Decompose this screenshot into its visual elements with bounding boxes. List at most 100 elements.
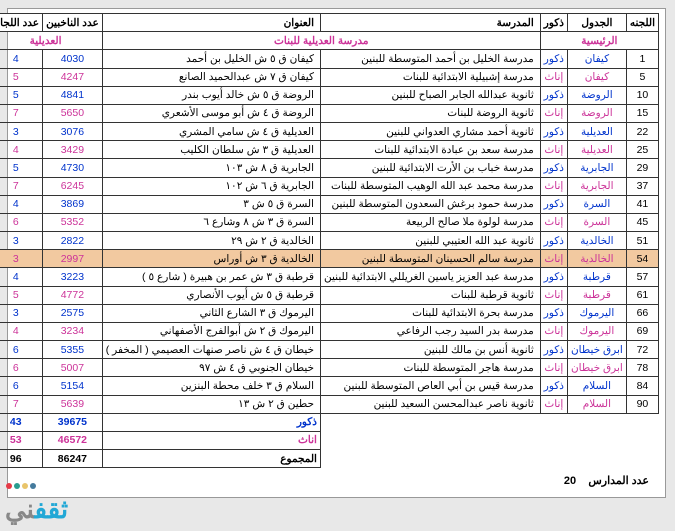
logo-dot — [31, 483, 37, 489]
table-row: 69اليرموكإناثمدرسة بدر السيد رجب الرفاعي… — [0, 322, 660, 340]
table-row: 72ابرق خيطانذكورثانوية أنس بن مالك للبني… — [0, 341, 660, 359]
schools-count: 20 — [565, 475, 577, 487]
cell-voters: 5352 — [44, 213, 104, 231]
table-row: 66اليرموكذكورمدرسة بحرة الابتدائية للبنا… — [0, 304, 660, 322]
cell-lajna: 72 — [627, 341, 659, 359]
cell-lajna: 22 — [627, 123, 659, 141]
cell-school: ثانوية ناصر عبدالمحسن السعيد للبنين — [321, 395, 541, 413]
cell-lijan: 7 — [0, 177, 44, 195]
cell-address: حطين ق ٢ ش ١٣ — [103, 395, 321, 413]
table-row: 22العديليةذكورثانوية أحمد مشاري العدواني… — [0, 123, 660, 141]
cell-address: السلام ق ٣ خلف محطة البنزين — [103, 377, 321, 395]
cell-address: خيطان ق ٤ ش ناصر صنهات العصيمي ( المخفر … — [103, 341, 321, 359]
cell-lajna: 29 — [627, 159, 659, 177]
sub-left: العديلية — [0, 32, 103, 50]
cell-jadwal: ابرق خيطان — [568, 341, 627, 359]
cell-school: مدرسة الخليل بن أحمد المتوسطة للبنين — [321, 50, 541, 68]
cell-school: ثانوية أحمد مشاري العدواني للبنين — [321, 123, 541, 141]
cell-voters: 4030 — [44, 50, 104, 68]
cell-gender: ذكور — [541, 304, 568, 322]
cell-lijan: 6 — [0, 213, 44, 231]
cell-school: مدرسة لولوة ملا صالح الربيعة — [321, 213, 541, 231]
logo-text-1: ثقف — [36, 494, 70, 524]
hdr-address: العنوان — [103, 14, 321, 32]
cell-school: مدرسة عبد العزيز ياسين الغريللي الابتدائ… — [321, 268, 541, 286]
total-label: اناث — [103, 431, 321, 449]
total-lijan: 43 — [0, 413, 44, 431]
header-row: اللجنه الجدول ذكور المدرسة العنوان عدد ا… — [0, 14, 660, 32]
cell-voters: 5355 — [44, 341, 104, 359]
cell-lajna: 57 — [627, 268, 659, 286]
logo-dot — [23, 483, 29, 489]
cell-voters: 4247 — [44, 68, 104, 86]
cell-school: ثانوية عبدالله الجابر الصباح للبنين — [321, 86, 541, 104]
cell-voters: 4772 — [44, 286, 104, 304]
voter-table-sheet: اللجنه الجدول ذكور المدرسة العنوان عدد ا… — [8, 8, 667, 498]
cell-lijan: 5 — [0, 86, 44, 104]
cell-voters: 3076 — [44, 123, 104, 141]
cell-address: الجابرية ق ٨ ش ١٠٣ — [103, 159, 321, 177]
cell-lajna: 51 — [627, 232, 659, 250]
hdr-jadwal: الجدول — [568, 14, 627, 32]
cell-lijan: 3 — [0, 250, 44, 268]
cell-lijan: 7 — [0, 395, 44, 413]
cell-gender: ذكور — [541, 377, 568, 395]
cell-lajna: 1 — [627, 50, 659, 68]
table-row: 25العديليةإناثمدرسة سعد بن عبادة الابتدا… — [0, 141, 660, 159]
cell-gender: إناث — [541, 104, 568, 122]
cell-school: ثانوية الروضة للبنات — [321, 104, 541, 122]
cell-address: العديلية ق ٣ ش سلطان الكليب — [103, 141, 321, 159]
cell-jadwal: الخالدية — [568, 232, 627, 250]
cell-voters: 5007 — [44, 359, 104, 377]
cell-school: مدرسة حمود برغش السعدون المتوسطة للبنين — [321, 195, 541, 213]
cell-jadwal: الجابرية — [568, 177, 627, 195]
voter-table: اللجنه الجدول ذكور المدرسة العنوان عدد ا… — [0, 13, 660, 468]
cell-jadwal: اليرموك — [568, 304, 627, 322]
cell-address: السرة ق ٥ ش ٣ — [103, 195, 321, 213]
table-row: 29الجابريةذكورمدرسة خباب بن الأرت الابتد… — [0, 159, 660, 177]
cell-lijan: 7 — [0, 104, 44, 122]
cell-lijan: 3 — [0, 304, 44, 322]
cell-address: الروضة ق ٥ ش خالد أيوب بندر — [103, 86, 321, 104]
cell-voters: 3869 — [44, 195, 104, 213]
cell-jadwal: السرة — [568, 213, 627, 231]
table-row: 41السرةذكورمدرسة حمود برغش السعدون المتو… — [0, 195, 660, 213]
cell-jadwal: السرة — [568, 195, 627, 213]
cell-gender: ذكور — [541, 86, 568, 104]
total-voters: 86247 — [44, 450, 104, 468]
cell-jadwal: الروضة — [568, 104, 627, 122]
cell-lijan: 6 — [0, 359, 44, 377]
hdr-gender: ذكور — [541, 14, 568, 32]
cell-lajna: 15 — [627, 104, 659, 122]
cell-lijan: 6 — [0, 377, 44, 395]
cell-lajna: 45 — [627, 213, 659, 231]
cell-lijan: 6 — [0, 341, 44, 359]
hdr-lajna: اللجنه — [627, 14, 659, 32]
cell-gender: إناث — [541, 177, 568, 195]
cell-gender: إناث — [541, 141, 568, 159]
cell-lijan: 3 — [0, 123, 44, 141]
table-row: 1كيفانذكورمدرسة الخليل بن أحمد المتوسطة … — [0, 50, 660, 68]
footer-note: عدد المدارس 20 — [15, 468, 660, 487]
cell-address: السرة ق ٣ ش ٨ وشارع ٦ — [103, 213, 321, 231]
hdr-lijan: عدد اللجان — [0, 14, 44, 32]
cell-voters: 2575 — [44, 304, 104, 322]
cell-jadwal: ابرق خيطان — [568, 359, 627, 377]
cell-lajna: 54 — [627, 250, 659, 268]
cell-address: قرطبة ق ٣ ش عمر بن هبيرة ( شارع ٥ ) — [103, 268, 321, 286]
cell-jadwal: العديلية — [568, 141, 627, 159]
cell-address: كيفان ق ٧ ش عبدالحميد الصانع — [103, 68, 321, 86]
total-voters: 39675 — [44, 413, 104, 431]
cell-lajna: 5 — [627, 68, 659, 86]
cell-school: مدرسة بحرة الابتدائية للبنات — [321, 304, 541, 322]
hdr-voters: عدد الناخبين — [44, 14, 104, 32]
sub-header-row: الرئيسية مدرسة العديلية للبنات العديلية — [0, 32, 660, 50]
cell-voters: 4841 — [44, 86, 104, 104]
cell-lijan: 5 — [0, 286, 44, 304]
cell-lajna: 84 — [627, 377, 659, 395]
cell-lijan: 5 — [0, 159, 44, 177]
cell-voters: 6245 — [44, 177, 104, 195]
cell-school: ثانوية قرطبة للبنات — [321, 286, 541, 304]
cell-gender: إناث — [541, 213, 568, 231]
cell-jadwal: السلام — [568, 377, 627, 395]
